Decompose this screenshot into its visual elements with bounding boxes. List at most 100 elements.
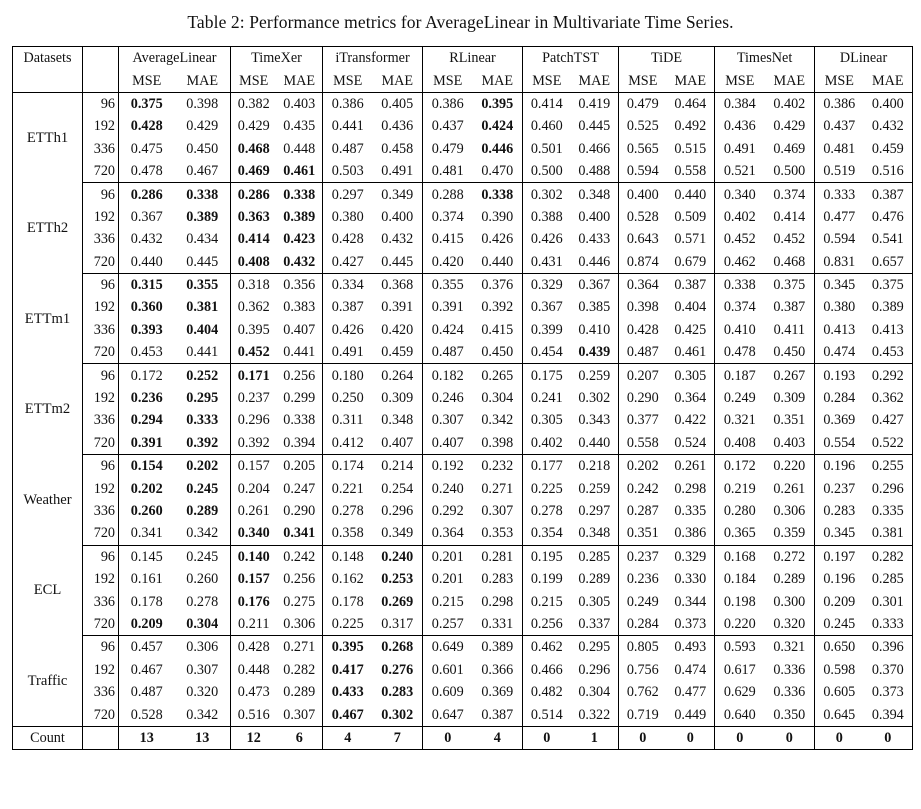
dataset-name: ECL	[33, 582, 62, 599]
metric-cell: 0.292	[422, 499, 473, 523]
metric-cell: 0.220	[714, 612, 765, 637]
metric-cell: 0.453	[118, 341, 175, 365]
count-row: Count 13 13 12 6 4 7 0 4 0 1 0 0 0 0 0 0	[12, 725, 913, 750]
metric-cell: 0.247	[283, 480, 316, 497]
count-cell: 0	[618, 725, 667, 750]
metric-cell: 0.457	[118, 635, 175, 659]
metric-cell: 0.383	[283, 299, 316, 316]
metric-cell: 0.176	[230, 590, 277, 613]
metric-cell: 0.617	[714, 658, 765, 681]
metric-cell: 0.342	[174, 522, 231, 546]
metric-cell: 0.367	[118, 205, 175, 229]
horizon-cell: 336	[82, 680, 119, 704]
metric-cell: 0.387	[773, 299, 806, 316]
metric-cell: 0.594	[618, 159, 667, 184]
horizon-cell: 192	[82, 386, 119, 410]
metric-cell: 0.250	[322, 386, 373, 410]
metric-cell: 0.440	[570, 431, 619, 456]
metric-cell: 0.306	[773, 503, 806, 519]
metric-cell: 0.491	[322, 341, 373, 365]
metric-cell: 0.434	[186, 231, 219, 248]
metric-cell: 0.261	[230, 499, 277, 523]
metric-cell: 0.348	[570, 522, 619, 546]
metric-cell: 0.433	[322, 680, 373, 704]
metric-cell: 0.359	[764, 522, 815, 546]
metric-cell: 0.255	[871, 458, 904, 475]
metric-cell: 0.236	[118, 386, 175, 410]
metric-cell: 0.207	[618, 363, 667, 387]
metric-cell: 0.399	[522, 318, 571, 342]
metric-cell: 0.428	[230, 635, 277, 659]
metric-cell: 0.392	[174, 431, 231, 456]
metric-cell: 0.424	[422, 318, 473, 342]
metric-cell: 0.338	[283, 412, 316, 429]
metric-cell: 0.174	[322, 454, 373, 478]
metric-cell: 0.368	[381, 277, 414, 294]
metric-cell: 0.598	[814, 658, 864, 681]
metric-cell: 0.296	[871, 480, 904, 497]
metric-cell: 0.468	[764, 250, 815, 274]
metric-cell: 0.428	[618, 318, 667, 342]
metric-cell: 0.454	[522, 341, 571, 365]
metric-cell: 0.410	[578, 321, 611, 338]
count-cell: 0	[522, 725, 571, 750]
metric-cell: 0.491	[714, 137, 765, 160]
table-row: 720 0.391 0.392 0.392 0.394 0.412 0.407 0.407 0.…	[13, 431, 913, 456]
metric-cell: 0.461	[666, 341, 715, 365]
count-cell: 7	[372, 725, 423, 750]
horizon-cell: 720	[82, 703, 119, 727]
table-caption: Table 2: Performance metrics for Average…	[187, 12, 734, 32]
metric-cell: 0.461	[276, 159, 323, 184]
count-cell: 13	[174, 725, 231, 750]
horizon-cell: 96	[82, 273, 119, 297]
metric-cell: 0.474	[814, 341, 864, 365]
horizon-cell: 336	[82, 590, 119, 613]
table-row: 192 0.161 0.260 0.157 0.256 0.162 0.253 0.201 0.…	[13, 567, 913, 591]
metric-cell: 0.395	[481, 95, 514, 112]
metric-cell: 0.370	[871, 661, 904, 678]
metric-cell: 0.180	[322, 363, 373, 387]
metric-cell: 0.373	[871, 684, 904, 701]
metric-cell: 0.375	[118, 92, 175, 116]
metric-cell: 0.629	[714, 680, 765, 704]
metric-cell: 0.410	[714, 318, 765, 342]
metric-cell: 0.366	[481, 661, 514, 678]
table-row: ETTh2 96 0.286 0.338 0.286 0.338 0.297 0.349 0.2…	[13, 182, 913, 236]
metric-cell: 0.348	[578, 186, 611, 203]
metric-cell: 0.491	[372, 159, 423, 184]
metric-cell: 0.387	[472, 703, 523, 727]
metric-cell: 0.448	[230, 658, 277, 681]
metric-cell: 0.407	[283, 321, 316, 338]
count-cell: 13	[118, 725, 175, 750]
metric-cell: 0.242	[283, 548, 316, 565]
metric-cell: 0.215	[422, 590, 473, 613]
horizon-cell: 192	[82, 205, 119, 229]
metric-cell: 0.439	[570, 341, 619, 365]
metric-cell: 0.148	[322, 545, 373, 568]
metric-cell: 0.295	[578, 639, 611, 656]
metric-header: MAE	[666, 69, 715, 93]
dataset-name: Traffic	[27, 672, 68, 689]
metric-cell: 0.297	[578, 503, 611, 519]
count-cell: 0	[863, 725, 913, 750]
metric-cell: 0.467	[118, 658, 175, 681]
metric-cell: 0.524	[666, 431, 715, 456]
metric-cell: 0.429	[773, 118, 806, 135]
model-header: iTransformer	[321, 46, 423, 70]
metric-cell: 0.469	[773, 140, 806, 157]
metric-cell: 0.184	[714, 567, 765, 591]
metric-header: MAE	[372, 69, 423, 93]
metric-cell: 0.202	[118, 477, 175, 500]
table-row: Weather 96 0.154 0.202 0.157 0.205 0.174 0.214 0…	[13, 454, 913, 508]
metric-cell: 0.386	[322, 92, 373, 116]
metric-cell: 0.380	[814, 296, 864, 319]
metric-cell: 0.413	[871, 321, 904, 338]
metric-cell: 0.268	[381, 639, 414, 656]
metric-cell: 0.394	[863, 703, 913, 727]
metric-cell: 0.448	[283, 140, 316, 157]
metric-cell: 0.209	[118, 612, 175, 637]
metric-cell: 0.257	[422, 612, 473, 637]
metric-cell: 0.645	[814, 703, 864, 727]
metric-cell: 0.193	[814, 363, 864, 387]
metric-cell: 0.205	[283, 458, 316, 475]
